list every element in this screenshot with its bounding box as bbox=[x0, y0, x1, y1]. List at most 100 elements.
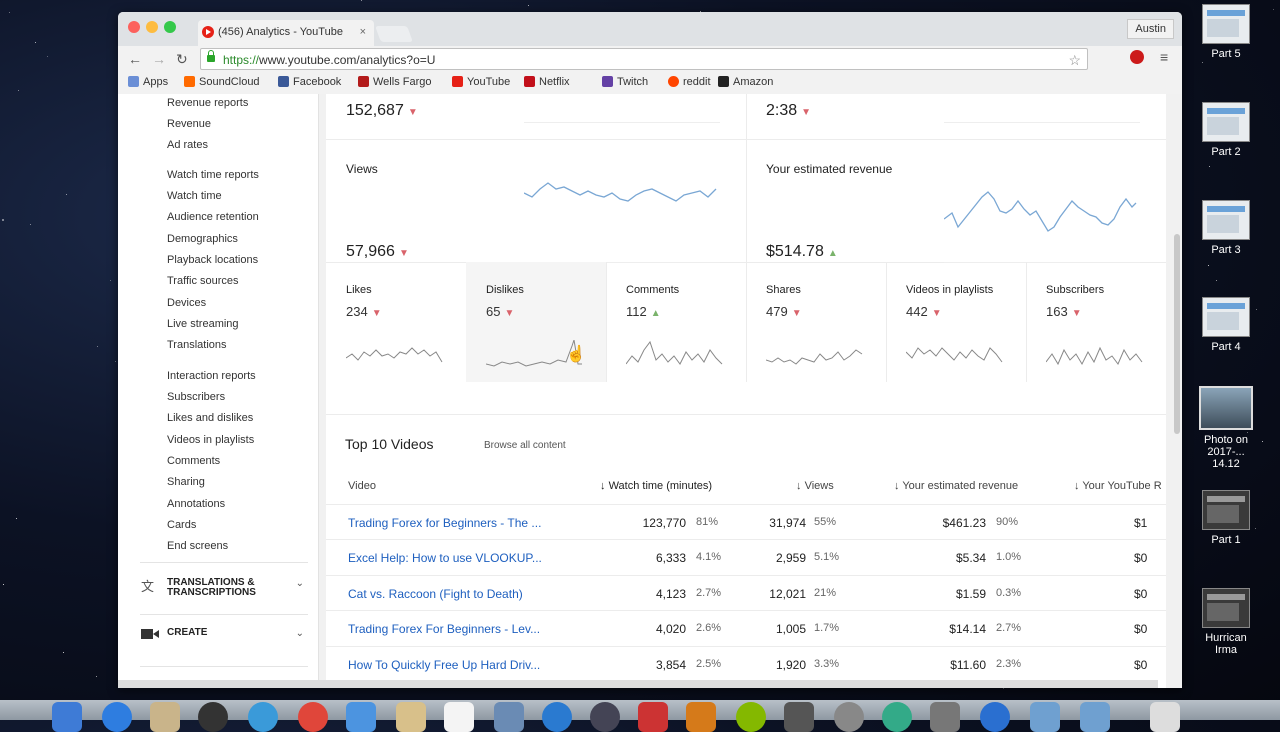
sidebar-item-watch-time[interactable]: Watch time bbox=[167, 190, 222, 202]
sidebar-item-subscribers[interactable]: Subscribers bbox=[167, 391, 226, 403]
profile-button[interactable]: Austin bbox=[1127, 19, 1174, 39]
back-icon[interactable]: ← bbox=[128, 51, 142, 67]
sidebar-item-devices[interactable]: Devices bbox=[167, 297, 207, 309]
zoom-window-icon[interactable] bbox=[164, 21, 176, 33]
sidebar-item-audience-retention[interactable]: Audience retention bbox=[167, 211, 259, 223]
sidebar-item-ad-rates[interactable]: Ad rates bbox=[167, 139, 208, 151]
photos-dock-icon[interactable] bbox=[494, 702, 524, 732]
sidebar-item-comments[interactable]: Comments bbox=[167, 455, 221, 467]
column-header-revenue[interactable]: ↓ Your estimated revenue bbox=[894, 480, 1019, 492]
launchpad-dock-icon[interactable] bbox=[102, 702, 132, 732]
horizontal-scrollbar[interactable] bbox=[118, 680, 1158, 688]
address-bar[interactable]: https://www.youtube.com/analytics?o=U ☆ bbox=[200, 48, 1088, 70]
soundcloud-icon bbox=[184, 76, 195, 87]
bookmark-twitch[interactable]: Twitch bbox=[602, 76, 648, 88]
video-title-link[interactable]: Trading Forex for Beginners - The ... bbox=[348, 516, 542, 530]
tab-analytics[interactable]: (456) Analytics - YouTube × bbox=[198, 20, 374, 46]
trash-dock-icon[interactable] bbox=[1150, 702, 1180, 732]
preview-dock-icon[interactable] bbox=[150, 702, 180, 732]
bookmark-facebook[interactable]: Facebook bbox=[278, 76, 341, 88]
bookmark-youtube[interactable]: YouTube bbox=[452, 76, 510, 88]
sidebar-item-videos-in-playlists[interactable]: Videos in playlists bbox=[167, 434, 255, 446]
metric-shares[interactable]: Shares 479 ▼ bbox=[746, 262, 887, 382]
app-dock-icon[interactable] bbox=[686, 702, 716, 732]
metric-likes[interactable]: Likes 234 ▼ bbox=[326, 262, 467, 382]
tab-close-icon[interactable]: × bbox=[359, 26, 366, 38]
folder-dock-icon[interactable] bbox=[1030, 702, 1060, 732]
close-window-icon[interactable] bbox=[128, 21, 140, 33]
app-dock-icon[interactable] bbox=[980, 702, 1010, 732]
sidebar-item-live-streaming[interactable]: Live streaming bbox=[167, 318, 239, 330]
desktop-icon-hurrican-irma[interactable]: Hurrican Irma bbox=[1196, 588, 1256, 656]
column-header-watch-time[interactable]: ↓ Watch time (minutes) bbox=[600, 480, 713, 492]
contacts-dock-icon[interactable] bbox=[396, 702, 426, 732]
desktop-icon-part-1[interactable]: Part 1 bbox=[1196, 490, 1256, 546]
safari-dock-icon[interactable] bbox=[248, 702, 278, 732]
bookmark-netflix[interactable]: Netflix bbox=[524, 76, 570, 88]
sidebar-item-revenue-reports[interactable]: Revenue reports bbox=[167, 97, 249, 109]
desktop-icon-part-3[interactable]: Part 3 bbox=[1196, 200, 1256, 256]
bookmark-amazon[interactable]: Amazon bbox=[718, 76, 773, 88]
sidebar-item-cards[interactable]: Cards bbox=[167, 519, 197, 531]
sidebar-item-playback-locations[interactable]: Playback locations bbox=[167, 254, 259, 266]
quicktime-dock-icon[interactable] bbox=[590, 702, 620, 732]
forward-icon[interactable]: → bbox=[152, 51, 166, 67]
sidebar-item-annotations[interactable]: Annotations bbox=[167, 498, 226, 510]
column-header-views[interactable]: ↓ Views bbox=[796, 480, 834, 492]
folder-dock-icon[interactable] bbox=[1080, 702, 1110, 732]
sidebar-item-end-screens[interactable]: End screens bbox=[167, 540, 229, 552]
card-estimated-revenue[interactable]: Your estimated revenue $514.78 ▲ bbox=[746, 139, 1166, 263]
column-header-video[interactable]: Video bbox=[348, 480, 376, 492]
column-header-youtube-red[interactable]: ↓ Your YouTube R bbox=[1074, 480, 1162, 492]
video-title-link[interactable]: Cat vs. Raccoon (Fight to Death) bbox=[348, 587, 523, 601]
spotify-dock-icon[interactable] bbox=[736, 702, 766, 732]
metric-dislikes[interactable]: Dislikes 65 ▼ bbox=[466, 262, 607, 382]
screenshot-thumbnail-icon bbox=[1202, 297, 1250, 337]
browse-all-content-link[interactable]: Browse all content bbox=[484, 440, 566, 451]
video-title-link[interactable]: Trading Forex For Beginners - Lev... bbox=[348, 622, 541, 636]
video-title-link[interactable]: Excel Help: How to use VLOOKUP... bbox=[348, 551, 542, 565]
vertical-scrollbar[interactable] bbox=[1174, 234, 1180, 434]
mission-control-dock-icon[interactable] bbox=[198, 702, 228, 732]
desktop-icon-photo[interactable]: Photo on 2017-... 14.12 bbox=[1196, 386, 1256, 470]
sidebar-item-traffic-sources[interactable]: Traffic sources bbox=[167, 275, 239, 287]
card-views[interactable]: Views 57,966 ▼ bbox=[326, 139, 747, 263]
chrome-menu-icon[interactable]: ≡ bbox=[1160, 49, 1169, 65]
bookmark-apps[interactable]: Apps bbox=[128, 76, 168, 88]
system-preferences-dock-icon[interactable] bbox=[930, 702, 960, 732]
app-store-dock-icon[interactable] bbox=[346, 702, 376, 732]
app-dock-icon[interactable] bbox=[882, 702, 912, 732]
bookmark-star-icon[interactable]: ☆ bbox=[1068, 52, 1081, 68]
opera-extension-icon[interactable] bbox=[1130, 50, 1144, 64]
sidebar-item-likes-and-dislikes[interactable]: Likes and dislikes bbox=[167, 412, 254, 424]
bookmark-wells-fargo[interactable]: Wells Fargo bbox=[358, 76, 431, 88]
card-avg-view-duration[interactable]: 2:38 ▼ bbox=[746, 94, 1166, 140]
sidebar-item-translations[interactable]: Translations bbox=[167, 339, 227, 351]
sidebar-item-demographics[interactable]: Demographics bbox=[167, 233, 238, 245]
metric-subscribers[interactable]: Subscribers 163 ▼ bbox=[1026, 262, 1166, 382]
reload-icon[interactable]: ↻ bbox=[176, 51, 188, 67]
sidebar-item-watch-time-reports[interactable]: Watch time reports bbox=[167, 169, 259, 181]
sidebar-item-revenue[interactable]: Revenue bbox=[167, 118, 212, 130]
app-dock-icon[interactable] bbox=[638, 702, 668, 732]
metric-videos-in-playlists[interactable]: Videos in playlists 442 ▼ bbox=[886, 262, 1027, 382]
sidebar-item-interaction-reports[interactable]: Interaction reports bbox=[167, 370, 256, 382]
bookmark-soundcloud[interactable]: SoundCloud bbox=[184, 76, 260, 88]
bookmark-reddit[interactable]: reddit bbox=[668, 76, 711, 88]
chart-baseline bbox=[944, 262, 1140, 263]
app-dock-icon[interactable] bbox=[784, 702, 814, 732]
desktop-icon-part-4[interactable]: Part 4 bbox=[1196, 297, 1256, 353]
video-title-link[interactable]: How To Quickly Free Up Hard Driv... bbox=[348, 658, 541, 672]
metric-comments[interactable]: Comments 112 ▲ bbox=[606, 262, 747, 382]
finder-dock-icon[interactable] bbox=[52, 702, 82, 732]
app-dock-icon[interactable] bbox=[834, 702, 864, 732]
desktop-icon-part-5[interactable]: Part 5 bbox=[1196, 4, 1256, 60]
chrome-dock-icon[interactable] bbox=[298, 702, 328, 732]
minimize-window-icon[interactable] bbox=[146, 21, 158, 33]
calendar-dock-icon[interactable] bbox=[444, 702, 474, 732]
new-tab-button[interactable] bbox=[375, 26, 413, 42]
itunes-dock-icon[interactable] bbox=[542, 702, 572, 732]
sidebar-item-sharing[interactable]: Sharing bbox=[167, 476, 205, 488]
card-watch-time[interactable]: 152,687 ▼ bbox=[326, 94, 747, 140]
desktop-icon-part-2[interactable]: Part 2 bbox=[1196, 102, 1256, 158]
